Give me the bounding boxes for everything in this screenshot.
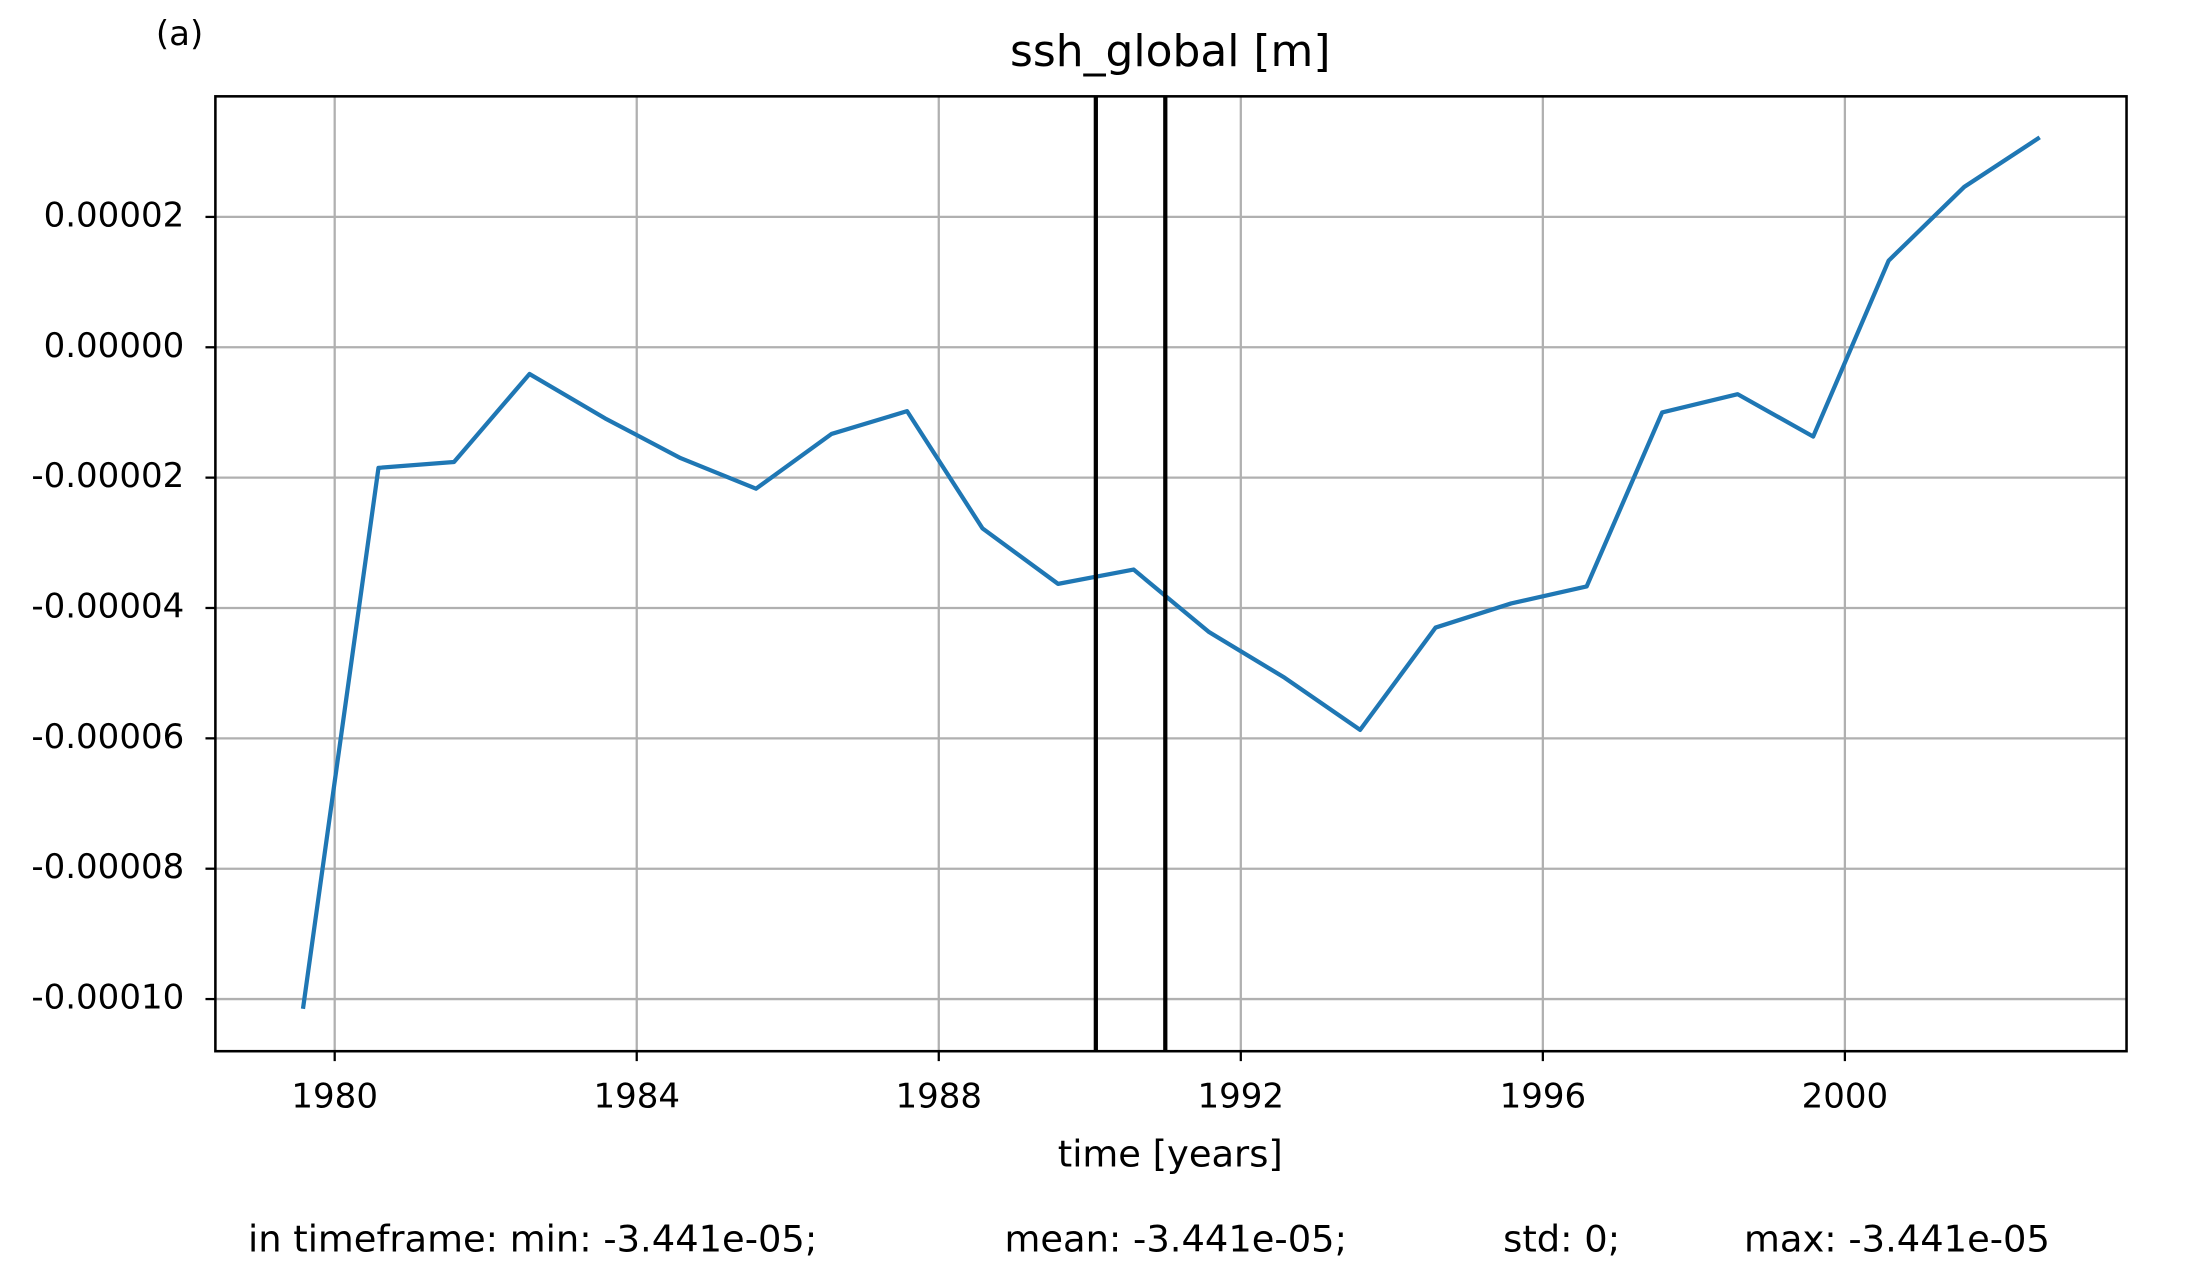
x-axis-label: time [years] bbox=[1058, 1133, 1283, 1176]
x-tick-label: 1984 bbox=[593, 1076, 680, 1116]
stat-text: mean: -3.441e-05; bbox=[1004, 1218, 1347, 1261]
y-tick-label: 0.00002 bbox=[44, 195, 185, 235]
plot-frame bbox=[214, 95, 2128, 1053]
y-tick-label: -0.00008 bbox=[31, 847, 184, 887]
y-tick-label: -0.00002 bbox=[31, 456, 184, 496]
y-tick-label: -0.00010 bbox=[31, 978, 184, 1018]
x-tick-label: 1988 bbox=[896, 1076, 983, 1116]
y-tick-label: -0.00004 bbox=[31, 586, 184, 626]
chart-title: ssh_global [m] bbox=[1010, 26, 1330, 77]
data-line bbox=[300, 135, 2041, 1010]
y-tick-label: 0.00000 bbox=[44, 326, 185, 366]
x-tick-label: 1996 bbox=[1500, 1076, 1587, 1116]
x-tick-label: 1980 bbox=[291, 1076, 378, 1116]
stat-text: std: 0; bbox=[1503, 1218, 1620, 1261]
stat-text: max: -3.441e-05 bbox=[1744, 1218, 2050, 1261]
y-tick-label: -0.00006 bbox=[31, 717, 184, 757]
grid bbox=[215, 96, 2127, 1052]
stat-text: in timeframe: min: -3.441e-05; bbox=[248, 1218, 817, 1261]
x-tick-label: 2000 bbox=[1802, 1076, 1889, 1116]
panel-label: (a) bbox=[156, 14, 203, 54]
data bbox=[300, 96, 2041, 1052]
x-tick-label: 1992 bbox=[1198, 1076, 1285, 1116]
